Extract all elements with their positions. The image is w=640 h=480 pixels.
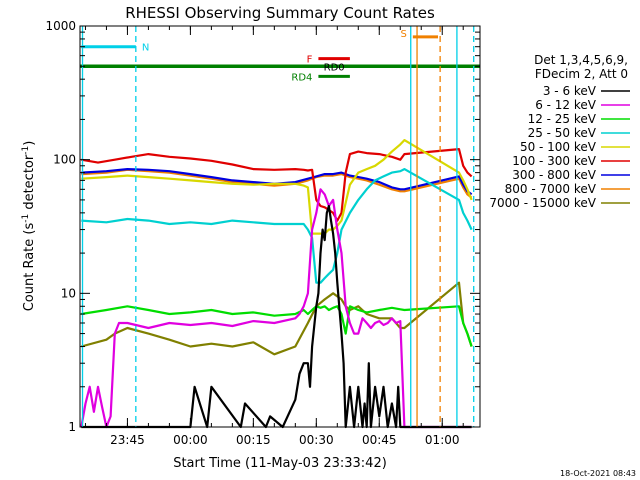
legend-label-1: 6 - 12 keV — [535, 98, 597, 112]
legend-label-0: 3 - 6 keV — [543, 84, 597, 98]
footer-timestamp: 18-Oct-2021 08:43 — [560, 469, 636, 478]
y-axis-label-sup-1: -1 — [21, 214, 31, 223]
legend-label-3: 25 - 50 keV — [528, 126, 597, 140]
series-layer — [80, 64, 480, 429]
annotation-label-2: F — [307, 55, 313, 66]
y-tick-label-2: 100 — [53, 153, 76, 167]
y-axis-label-prefix: Count Rate (s — [22, 223, 37, 312]
legend: Det 1,3,4,5,6,9, FDecim 2, Att 0 3 - 6 k… — [489, 53, 630, 210]
y-tick-label-1: 10 — [61, 286, 76, 300]
legend-header-line-1: Det 1,3,4,5,6,9, — [534, 53, 628, 67]
legend-label-5: 100 - 300 keV — [512, 154, 596, 168]
series-line-5 — [81, 148, 473, 222]
x-tick-label-2: 00:15 — [236, 433, 271, 447]
series-line-3 — [81, 168, 473, 284]
y-axis-label-suffix: ) — [22, 141, 37, 146]
annotation-label-0: N — [142, 43, 149, 54]
y-axis-label-sup-2: -1 — [21, 146, 31, 155]
annotation-label-4: RD4 — [291, 72, 312, 83]
y-tick-label-3: 1000 — [45, 19, 76, 33]
x-tick-label-3: 00:30 — [299, 433, 334, 447]
legend-header-line-2: FDecim 2, Att 0 — [535, 67, 628, 81]
legend-label-8: 7000 - 15000 keV — [489, 196, 596, 210]
annotation-label-1: S — [400, 29, 406, 40]
marker-layer — [81, 26, 475, 427]
x-tick-label-0: 23:45 — [110, 433, 145, 447]
x-tick-label-5: 01:00 — [425, 433, 460, 447]
chart-title: RHESSI Observing Summary Count Rates — [125, 4, 435, 22]
legend-label-2: 12 - 25 keV — [528, 112, 597, 126]
y-axis-label-mid: detector — [22, 154, 37, 214]
series-line-2 — [81, 305, 473, 347]
x-tick-label-4: 00:45 — [362, 433, 397, 447]
series-line-0 — [81, 204, 472, 429]
legend-label-6: 300 - 800 keV — [512, 168, 596, 182]
legend-label-4: 50 - 100 keV — [520, 140, 597, 154]
x-axis-label: Start Time (11-May-03 23:33:42) — [173, 456, 387, 471]
series-line-6 — [81, 168, 473, 196]
y-tick-label-0: 1 — [68, 420, 76, 434]
axis-layer: 1 10 100 1000 23:45 00:00 00:15 00:30 00:45 01:00 — [45, 19, 480, 447]
series-line-1 — [80, 188, 472, 429]
annotation-layer: N S F RD0 RD4 — [81, 29, 439, 83]
series-line-7 — [81, 168, 473, 199]
series-line-8 — [81, 281, 473, 356]
plot-frame — [79, 25, 481, 428]
legend-label-7: 800 - 7000 keV — [505, 182, 597, 196]
x-tick-label-1: 00:00 — [173, 433, 208, 447]
y-axis-label: Count Rate (s-1 detector-1) — [21, 141, 37, 312]
annotation-label-3: RD0 — [324, 63, 345, 74]
